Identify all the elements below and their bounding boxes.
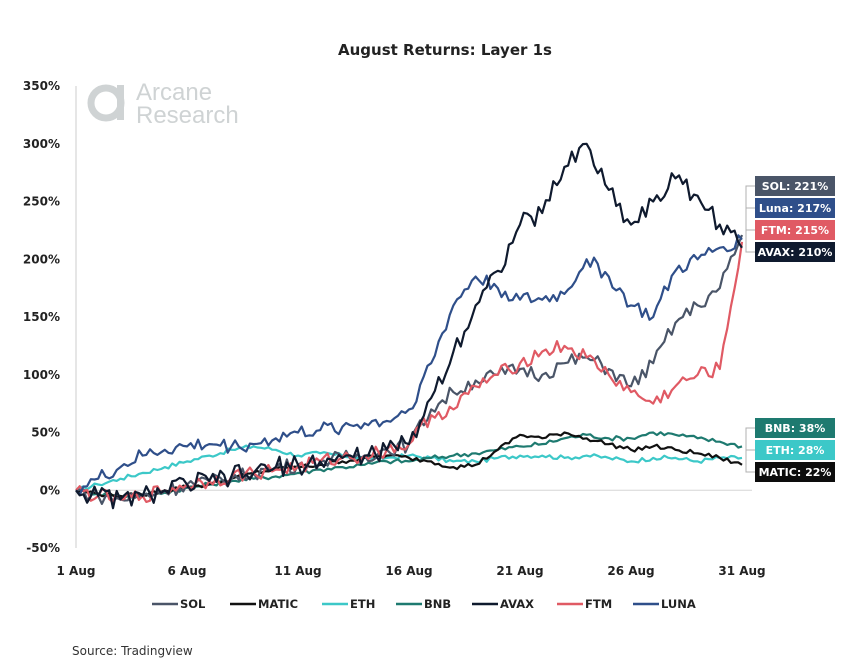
- end-label-box-sol: [755, 176, 835, 196]
- end-label-sol: SOL: 221%: [762, 180, 829, 193]
- source-note: Source: Tradingview: [72, 644, 193, 658]
- x-tick-label: 1 Aug: [57, 564, 96, 578]
- end-label-box-eth: [755, 440, 835, 460]
- legend-label-eth: ETH: [350, 597, 375, 611]
- y-tick-label: 150%: [23, 310, 60, 324]
- legend-label-avax: AVAX: [500, 597, 534, 611]
- end-label-box-matic: [755, 462, 835, 482]
- y-axis: 350% 300% 250% 200% 150% 100% 50% 0% -50%: [23, 79, 752, 555]
- watermark-logo-icon: [87, 84, 125, 122]
- x-tick-label: 6 Aug: [168, 564, 207, 578]
- end-label-luna: Luna: 217%: [759, 202, 831, 215]
- end-label-ftm: FTM: 215%: [761, 224, 829, 237]
- y-tick-label: 300%: [23, 137, 60, 151]
- watermark-logo-bar: [117, 85, 124, 120]
- legend-label-ftm: FTM: [585, 597, 612, 611]
- x-tick-label: 21 Aug: [496, 564, 543, 578]
- x-tick-label: 16 Aug: [385, 564, 432, 578]
- end-label-eth: ETH: 28%: [766, 444, 825, 457]
- chart-title: August Returns: Layer 1s: [338, 41, 552, 59]
- legend: SOL MATIC ETH BNB AVAX FTM LUNA: [152, 597, 696, 611]
- end-label-box-bnb: [755, 418, 835, 438]
- end-label-connector: [745, 427, 755, 473]
- end-label-connector: [745, 185, 755, 253]
- y-tick-label: 100%: [23, 368, 60, 382]
- y-tick-label: 250%: [23, 195, 60, 209]
- x-tick-label: 31 Aug: [718, 564, 765, 578]
- series-lines: [75, 142, 744, 510]
- watermark-line1: Arcane: [136, 79, 212, 106]
- legend-label-luna: LUNA: [661, 597, 696, 611]
- series-line-sol: [75, 234, 744, 505]
- series-line-luna: [75, 234, 743, 496]
- y-tick-label: -50%: [26, 541, 60, 555]
- end-label-bnb: BNB: 38%: [765, 422, 826, 435]
- y-tick-label: 0%: [40, 483, 60, 497]
- series-line-avax: [75, 142, 743, 510]
- x-tick-label: 11 Aug: [274, 564, 321, 578]
- end-label-matic: MATIC: 22%: [759, 466, 832, 479]
- end-labels: SOL: 221% Luna: 217% FTM: 215% AVAX: 210% BN…: [745, 176, 835, 482]
- y-tick-label: 200%: [23, 252, 60, 266]
- legend-label-bnb: BNB: [424, 597, 451, 611]
- end-label-box-ftm: [755, 220, 835, 240]
- y-tick-label: 50%: [31, 426, 60, 440]
- watermark-line2: Research: [136, 102, 239, 129]
- series-line-eth: [75, 444, 743, 492]
- legend-label-matic: MATIC: [258, 597, 298, 611]
- x-tick-label: 26 Aug: [607, 564, 654, 578]
- end-label-box-avax: [755, 242, 835, 262]
- x-axis: 1 Aug 6 Aug 11 Aug 16 Aug 21 Aug 26 Aug 31 Aug: [57, 564, 766, 578]
- watermark-logo: Arcane Research: [87, 79, 239, 129]
- y-tick-label: 350%: [23, 79, 60, 93]
- legend-label-sol: SOL: [180, 597, 206, 611]
- end-label-avax: AVAX: 210%: [758, 246, 833, 259]
- end-label-box-luna: [755, 198, 835, 218]
